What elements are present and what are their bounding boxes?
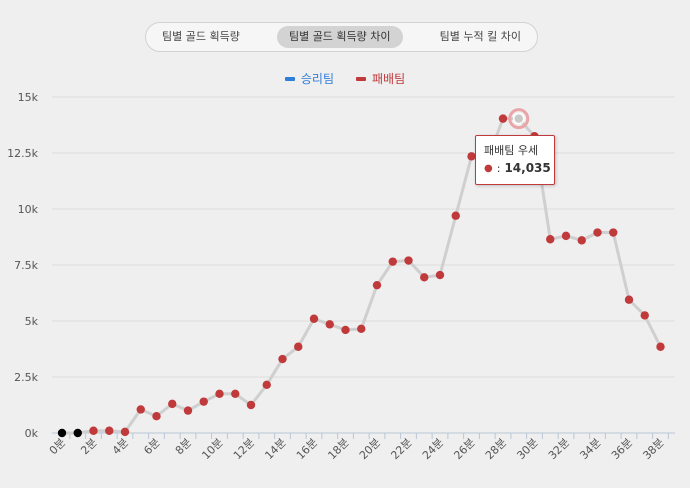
x-tick-label: 4분 xyxy=(110,436,131,457)
legend-item-lose-team[interactable]: 패배팀 xyxy=(356,70,405,87)
data-point xyxy=(609,228,618,237)
tab-team-gold-difference[interactable]: 팀별 골드 획득량 차이 xyxy=(276,26,403,48)
x-tick-label: 36분 xyxy=(609,436,635,462)
data-point xyxy=(152,412,161,421)
data-point xyxy=(388,257,397,266)
tooltip-series-dot-icon: ● xyxy=(484,162,493,174)
y-tick-label: 5k xyxy=(25,315,39,328)
data-point xyxy=(404,256,413,265)
data-point xyxy=(120,427,130,437)
x-tick-label: 22분 xyxy=(388,436,414,462)
data-point xyxy=(420,273,429,282)
x-tick-label: 6분 xyxy=(141,436,162,457)
data-point xyxy=(435,270,445,280)
legend-swatch-lose xyxy=(356,76,366,81)
x-tick-label: 28분 xyxy=(483,436,509,462)
x-tick-label: 12분 xyxy=(231,436,257,462)
legend-label-lose: 패배팀 xyxy=(372,72,406,86)
x-tick-label: 18분 xyxy=(325,436,351,462)
data-point xyxy=(136,405,145,414)
data-point xyxy=(561,231,571,241)
chart-legend: 승리팀 패배팀 xyxy=(0,70,690,87)
data-point xyxy=(246,400,256,410)
tab-team-gold[interactable]: 팀별 골드 획득량 xyxy=(162,30,240,43)
data-point xyxy=(357,324,366,334)
data-point xyxy=(262,380,271,390)
legend-swatch-win xyxy=(284,76,295,81)
data-point xyxy=(325,320,334,329)
data-point xyxy=(451,211,460,220)
y-tick-label: 7.5k xyxy=(14,259,38,272)
data-point xyxy=(546,235,555,244)
data-point xyxy=(372,280,382,290)
data-point xyxy=(640,311,649,320)
highlight-ring xyxy=(508,108,530,130)
y-tick-label: 10k xyxy=(18,203,39,216)
data-point xyxy=(278,354,287,364)
y-tick-label: 15k xyxy=(18,91,39,104)
series-line-lose xyxy=(62,117,662,435)
tooltip-value: 14,035 xyxy=(504,161,551,175)
data-point xyxy=(577,236,586,245)
data-point xyxy=(215,389,224,398)
data-point xyxy=(624,295,634,304)
x-tick-label: 20분 xyxy=(357,436,383,462)
chart-tab-group: 팀별 골드 획득량 팀별 골드 획득량 차이 팀별 누적 킬 차이 xyxy=(145,22,538,52)
x-tick-label: 14분 xyxy=(262,436,288,462)
tab-team-kill-difference[interactable]: 팀별 누적 킬 차이 xyxy=(439,30,521,43)
x-tick-label: 0분 xyxy=(47,436,68,457)
data-point xyxy=(199,397,208,406)
data-point xyxy=(231,389,240,398)
data-point xyxy=(168,399,177,409)
data-point xyxy=(498,114,508,123)
data-point xyxy=(183,406,193,415)
data-point xyxy=(57,428,67,438)
x-tick-label: 30분 xyxy=(514,436,540,462)
chart-tooltip: 패배팀 우세 ● : 14,035 xyxy=(475,135,555,185)
data-point xyxy=(309,314,319,323)
x-tick-label: 10분 xyxy=(199,436,225,462)
data-point xyxy=(89,426,98,435)
data-point xyxy=(467,152,476,161)
x-tick-label: 38분 xyxy=(640,436,666,462)
y-tick-label: 2.5k xyxy=(14,371,38,384)
y-tick-label: 12.5k xyxy=(7,147,38,160)
legend-label-win: 승리팀 xyxy=(300,72,334,86)
tooltip-value-prefix: : xyxy=(496,161,501,175)
data-point xyxy=(294,342,303,351)
data-point xyxy=(656,342,665,351)
x-tick-label: 16분 xyxy=(294,436,320,462)
y-tick-label: 0k xyxy=(25,427,39,440)
data-point xyxy=(105,426,114,435)
x-tick-label: 34분 xyxy=(577,436,603,462)
x-tick-label: 26분 xyxy=(451,436,477,462)
x-tick-label: 32분 xyxy=(546,436,572,462)
data-point xyxy=(341,325,350,335)
data-point xyxy=(593,228,602,237)
x-tick-label: 8분 xyxy=(173,436,194,457)
data-point xyxy=(73,428,82,438)
legend-item-win-team[interactable]: 승리팀 xyxy=(284,70,334,87)
data-point xyxy=(513,112,525,125)
x-tick-label: 2분 xyxy=(78,436,99,457)
x-tick-label: 24분 xyxy=(420,436,446,462)
tooltip-title: 패배팀 우세 xyxy=(484,144,539,157)
